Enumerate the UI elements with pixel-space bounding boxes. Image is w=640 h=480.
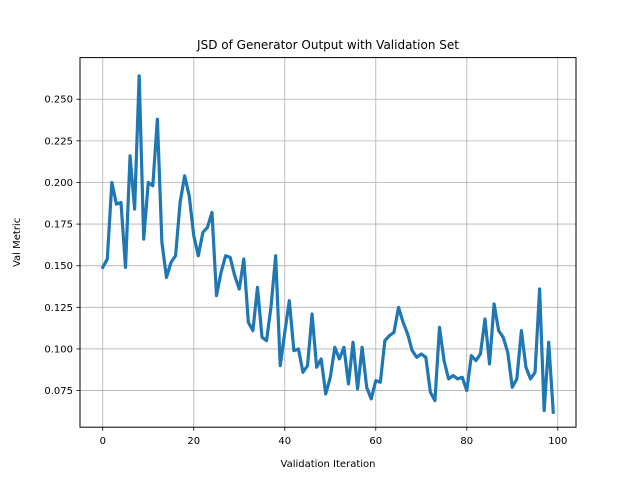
y-tick-label: 0.125 xyxy=(44,303,73,314)
grid xyxy=(80,57,576,428)
chart-title: JSD of Generator Output with Validation … xyxy=(196,38,459,52)
x-tick-label: 40 xyxy=(278,436,291,447)
x-axis-title: Validation Iteration xyxy=(281,459,376,470)
y-tick-label: 0.100 xyxy=(44,344,73,355)
data-series xyxy=(100,74,555,414)
x-axis-ticks: 0 20 40 60 80 100 xyxy=(100,427,567,447)
y-axis-ticks: 0.075 0.100 0.125 0.150 0.175 0.200 0.225 0.250 xyxy=(44,95,80,397)
x-tick-label: 60 xyxy=(369,436,382,447)
x-tick-label: 20 xyxy=(187,436,200,447)
x-tick-label: 100 xyxy=(548,436,567,447)
x-tick-label: 0 xyxy=(100,436,106,447)
y-tick-label: 0.150 xyxy=(44,261,73,272)
series-line xyxy=(100,74,555,414)
y-tick-label: 0.175 xyxy=(44,220,73,231)
y-tick-label: 0.250 xyxy=(44,95,73,106)
x-tick-label: 80 xyxy=(460,436,473,447)
y-tick-label: 0.225 xyxy=(44,136,73,147)
y-tick-label: 0.200 xyxy=(44,178,73,189)
y-axis-title: Val Metric xyxy=(12,218,23,267)
plot-frame xyxy=(79,57,577,428)
y-tick-label: 0.075 xyxy=(44,386,73,397)
